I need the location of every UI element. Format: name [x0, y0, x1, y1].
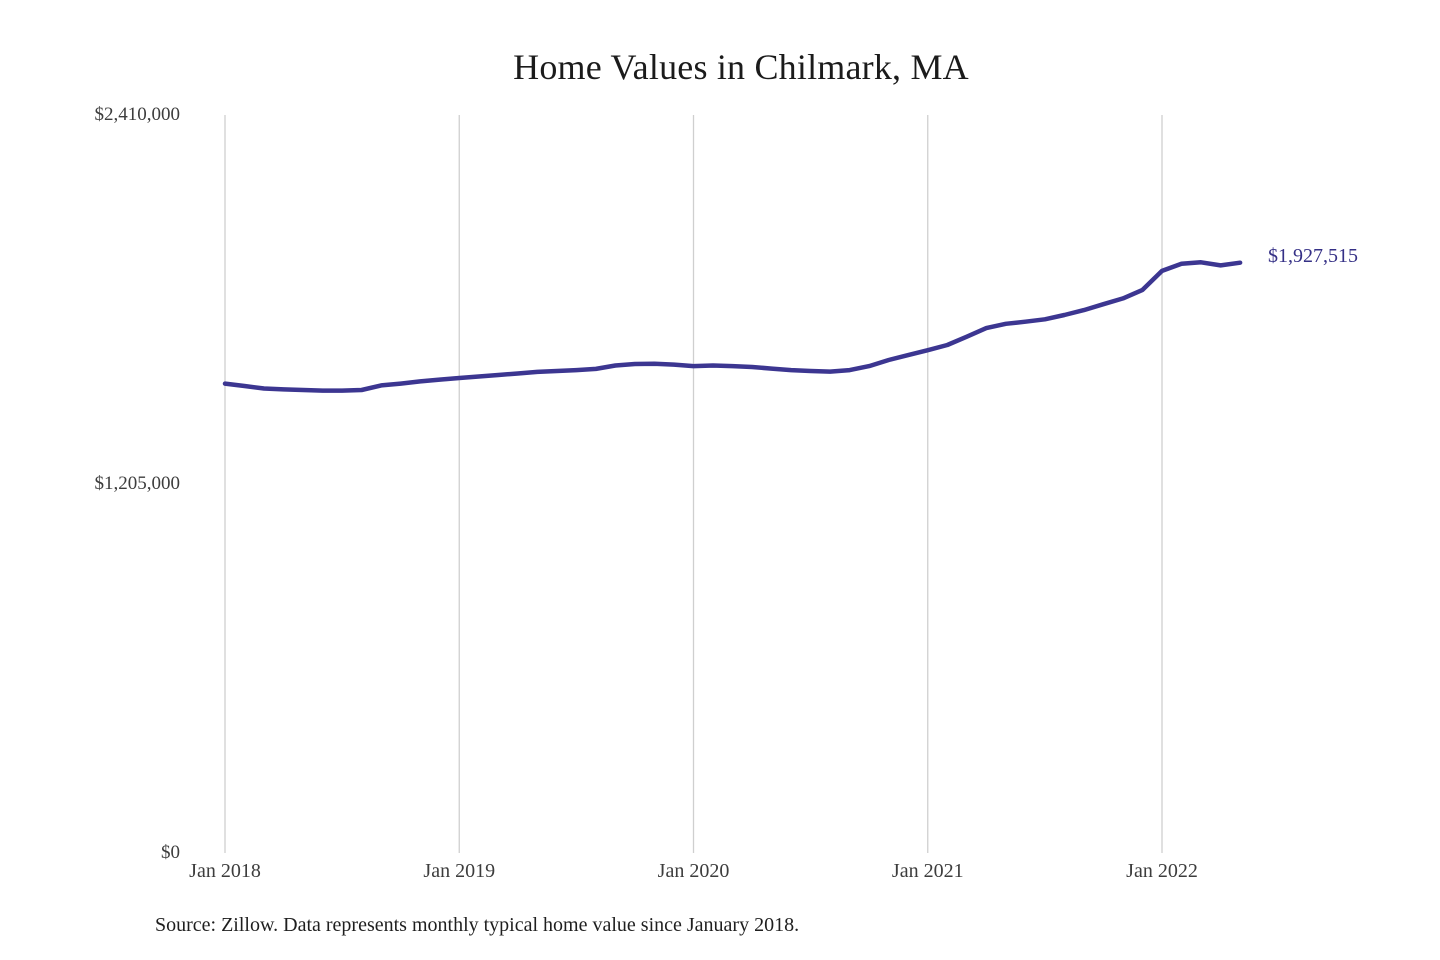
- chart-title: Home Values in Chilmark, MA: [513, 47, 969, 87]
- x-tick-label: Jan 2022: [1126, 860, 1198, 882]
- x-tick-label: Jan 2019: [423, 860, 496, 882]
- y-tick-label: $0: [161, 842, 180, 863]
- x-tick-label: Jan 2021: [891, 860, 964, 882]
- y-tick-label: $1,205,000: [94, 473, 181, 494]
- home-value-line: [222, 260, 1243, 393]
- source-note: Source: Zillow. Data represents monthly …: [155, 914, 800, 936]
- x-tick-label: Jan 2020: [657, 860, 730, 882]
- y-tick-label: $2,410,000: [94, 104, 181, 125]
- x-tick-label: Jan 2018: [189, 860, 261, 882]
- latest-value-label: $1,927,515: [1268, 245, 1358, 267]
